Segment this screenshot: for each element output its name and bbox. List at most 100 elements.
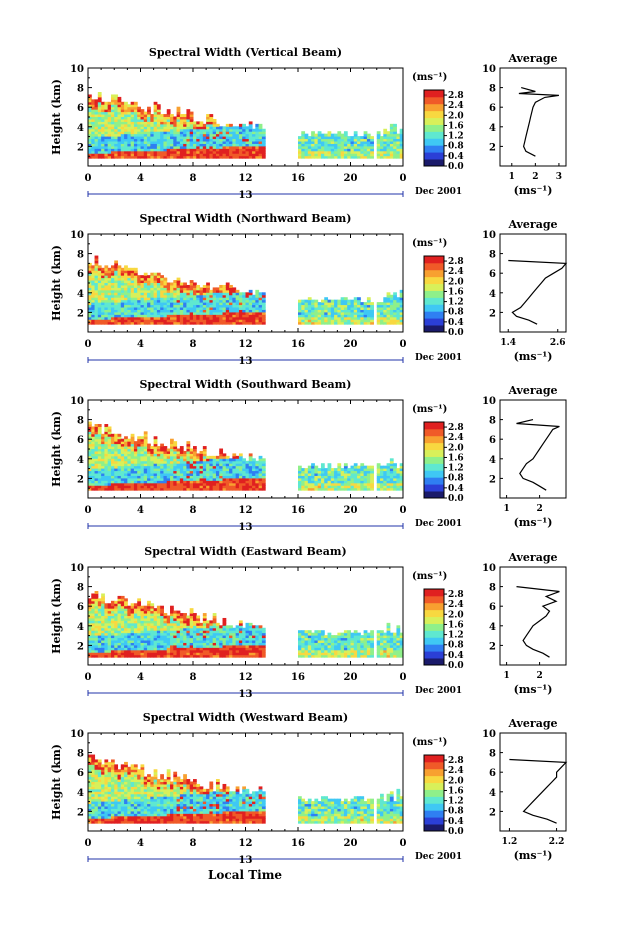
heatmap-cell bbox=[245, 460, 250, 464]
heatmap-cell bbox=[137, 455, 141, 459]
heatmap-cell bbox=[179, 465, 184, 469]
heatmap-cell bbox=[91, 468, 96, 472]
heatmap-cell bbox=[114, 600, 119, 604]
heatmap-cell bbox=[196, 148, 201, 152]
heatmap-cell bbox=[176, 465, 181, 469]
heatmap-cell bbox=[127, 280, 132, 284]
heatmap-cell bbox=[140, 608, 145, 612]
heatmap-cell bbox=[209, 309, 214, 313]
heatmap-cell bbox=[143, 446, 148, 450]
heatmap-cell bbox=[363, 143, 368, 147]
heatmap-cell bbox=[173, 480, 178, 484]
heatmap-cell bbox=[193, 148, 197, 152]
heatmap-cell bbox=[222, 475, 227, 479]
heatmap-cell bbox=[156, 118, 161, 122]
heatmap-cell bbox=[140, 143, 145, 147]
heatmap-cell bbox=[370, 487, 374, 491]
heatmap-cell bbox=[334, 148, 338, 152]
heatmap-cell bbox=[327, 309, 332, 313]
heatmap-cell bbox=[110, 647, 115, 651]
heatmap-cell bbox=[137, 637, 141, 641]
heatmap-cell bbox=[91, 622, 96, 626]
heatmap-cell bbox=[189, 280, 194, 284]
heatmap-cell bbox=[153, 299, 158, 303]
heatmap-cell bbox=[314, 138, 319, 142]
heatmap-cell bbox=[209, 458, 214, 462]
heatmap-cell bbox=[133, 458, 138, 462]
colorbar-unit: (ms⁻¹) bbox=[412, 72, 447, 83]
heatmap-cell bbox=[133, 314, 138, 318]
heatmap-cell bbox=[110, 470, 115, 474]
heatmap-cell bbox=[196, 287, 201, 291]
heatmap-cell bbox=[110, 104, 115, 108]
heatmap-cell bbox=[366, 465, 371, 469]
heatmap-cell bbox=[393, 150, 397, 154]
average-y-tick-label: 8 bbox=[489, 416, 496, 427]
heatmap-cell bbox=[219, 311, 224, 315]
heatmap-cell bbox=[137, 131, 141, 135]
heatmap-cell bbox=[153, 480, 158, 484]
heatmap-cell bbox=[143, 299, 148, 303]
heatmap-cell bbox=[166, 309, 171, 313]
heatmap-cell bbox=[101, 321, 105, 325]
heatmap-cell bbox=[179, 153, 184, 157]
heatmap-cell bbox=[301, 482, 306, 486]
heatmap-cell bbox=[245, 128, 250, 132]
heatmap-cell bbox=[396, 477, 401, 481]
heatmap-cell bbox=[334, 470, 338, 474]
heatmap-cell bbox=[166, 470, 171, 474]
heatmap-cell bbox=[166, 307, 171, 310]
heatmap-cell bbox=[212, 307, 217, 310]
heatmap-cell bbox=[88, 617, 92, 621]
heatmap-cell bbox=[343, 145, 348, 149]
heatmap-cell bbox=[301, 304, 306, 308]
heatmap-cell bbox=[202, 311, 207, 315]
heatmap-cell bbox=[202, 302, 207, 306]
heatmap-cell bbox=[353, 468, 358, 472]
heatmap-cell bbox=[91, 297, 96, 301]
heatmap-cell bbox=[120, 647, 125, 651]
heatmap-cell bbox=[120, 111, 125, 115]
heatmap-cell bbox=[127, 640, 132, 643]
heatmap-cell bbox=[166, 482, 171, 486]
heatmap-cell bbox=[107, 101, 112, 105]
heatmap-cell bbox=[183, 126, 187, 130]
heatmap-cell bbox=[156, 605, 161, 609]
heatmap-cell bbox=[124, 630, 128, 634]
heatmap-cell bbox=[386, 319, 391, 323]
heatmap-cell bbox=[91, 282, 96, 286]
colorbar: 0.00.40.81.21.62.02.42.8 bbox=[423, 89, 464, 172]
heatmap-cell bbox=[94, 644, 99, 648]
heatmap-cell bbox=[350, 314, 355, 318]
heatmap-cell bbox=[107, 615, 112, 619]
heatmap-cell bbox=[137, 647, 141, 651]
heatmap-cell bbox=[212, 316, 217, 320]
heatmap-cell bbox=[104, 485, 109, 489]
heatmap-cell bbox=[130, 270, 135, 274]
heatmap-cell bbox=[110, 138, 115, 142]
heatmap-cell bbox=[176, 141, 181, 144]
heatmap-cell bbox=[133, 270, 138, 274]
heatmap-cell bbox=[110, 632, 115, 636]
heatmap-cell bbox=[186, 475, 191, 479]
heatmap-cell bbox=[261, 148, 266, 152]
heatmap-cell bbox=[143, 116, 148, 120]
heatmap-cell bbox=[166, 128, 171, 132]
heatmap-cell bbox=[337, 153, 342, 157]
heatmap-cell bbox=[127, 443, 132, 447]
heatmap-cell bbox=[163, 302, 168, 306]
heatmap-cell bbox=[334, 311, 338, 315]
heatmap-cell bbox=[238, 487, 243, 491]
heatmap-cell bbox=[258, 321, 263, 325]
heatmap-cell bbox=[120, 475, 125, 479]
heatmap-cell bbox=[389, 123, 394, 127]
average-y-tick-label: 10 bbox=[482, 230, 496, 241]
heatmap-cell bbox=[222, 455, 227, 459]
heatmap-cell bbox=[166, 126, 171, 130]
colorbar-unit: (ms⁻¹) bbox=[412, 404, 447, 415]
heatmap-cell bbox=[110, 608, 115, 612]
heatmap-cell bbox=[376, 311, 381, 315]
heatmap-cell bbox=[248, 302, 253, 306]
heatmap-cell bbox=[88, 304, 92, 308]
heatmap-cell bbox=[101, 319, 105, 323]
